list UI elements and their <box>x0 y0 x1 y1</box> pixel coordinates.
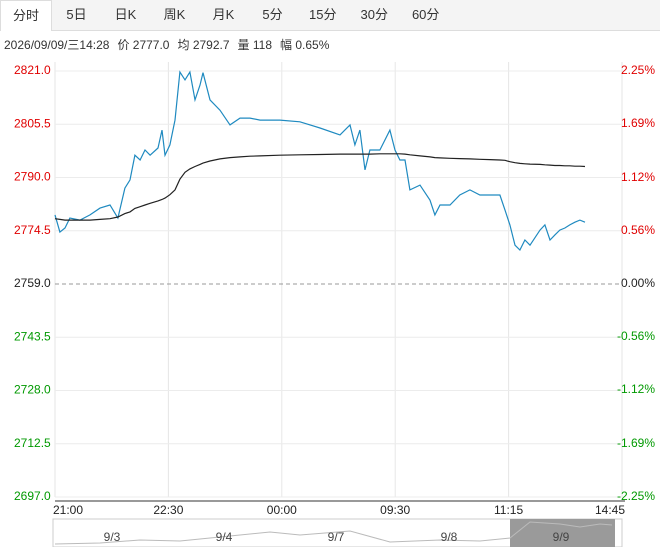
y2-tick-label: 0.56% <box>621 223 655 237</box>
y-tick-label: 2805.5 <box>14 116 51 130</box>
tab[interactable]: 60分 <box>411 7 440 22</box>
info-item: 均 2792.7 <box>177 38 230 52</box>
tab[interactable]: 30分 <box>360 7 388 22</box>
x-tick-label: 14:45 <box>595 503 625 517</box>
info-item: 价 2777.0 <box>117 38 170 52</box>
tab[interactable]: 5分 <box>262 7 283 22</box>
y2-tick-label: 1.12% <box>621 170 655 184</box>
tab[interactable]: 15分 <box>309 7 337 22</box>
navigator-label: 9/7 <box>328 530 345 544</box>
y-tick-label: 2790.0 <box>14 170 51 184</box>
x-tick-label: 11:15 <box>494 503 523 517</box>
x-tick-label: 09:30 <box>380 503 410 517</box>
x-tick-label: 21:00 <box>53 503 83 517</box>
info-bar: 2026/09/09/三14:28 价 2777.0 均 2792.7 量 118 幅 … <box>4 36 329 53</box>
y-tick-label: 2728.0 <box>14 383 51 397</box>
tab[interactable]: 月K <box>212 7 235 22</box>
x-tick-label: 22:30 <box>153 503 183 517</box>
info-item: 量 118 <box>237 38 272 52</box>
tab[interactable]: 5日 <box>66 7 87 22</box>
y-tick-label: 2712.5 <box>14 436 51 450</box>
tab[interactable]: 分时 <box>0 0 53 31</box>
y2-tick-label: -2.25% <box>617 489 655 503</box>
tab-bar: 分时 5日 日K 周K 月K 5分 15分 30分 60分 <box>0 0 660 31</box>
y2-tick-label: -1.12% <box>617 382 655 396</box>
y-tick-label: 2743.5 <box>14 329 51 343</box>
y-tick-label: 2774.5 <box>14 223 51 237</box>
navigator-label: 9/9 <box>553 530 570 544</box>
y-tick-label: 2759.0 <box>14 276 51 290</box>
tab[interactable]: 周K <box>163 7 186 22</box>
series-line <box>54 70 586 252</box>
y2-tick-label: 1.69% <box>621 116 655 130</box>
navigator-sparkline <box>54 521 613 545</box>
y2-tick-label: -1.69% <box>617 436 655 450</box>
navigator-label: 9/4 <box>216 530 233 544</box>
y2-tick-label: 0.00% <box>621 276 655 290</box>
info-item: 幅 0.65% <box>280 38 330 52</box>
tab[interactable]: 日K <box>114 7 137 22</box>
y2-tick-label: 2.25% <box>621 63 655 77</box>
navigator-label: 9/8 <box>441 530 458 544</box>
y-tick-label: 2821.0 <box>14 63 51 77</box>
y-tick-label: 2697.0 <box>14 489 51 503</box>
x-tick-label: 00:00 <box>267 503 297 517</box>
info-item: 2026/09/09/三14:28 <box>4 38 110 52</box>
series-line <box>54 153 586 221</box>
y2-tick-label: -0.56% <box>617 329 655 343</box>
navigator-label: 9/3 <box>104 530 121 544</box>
